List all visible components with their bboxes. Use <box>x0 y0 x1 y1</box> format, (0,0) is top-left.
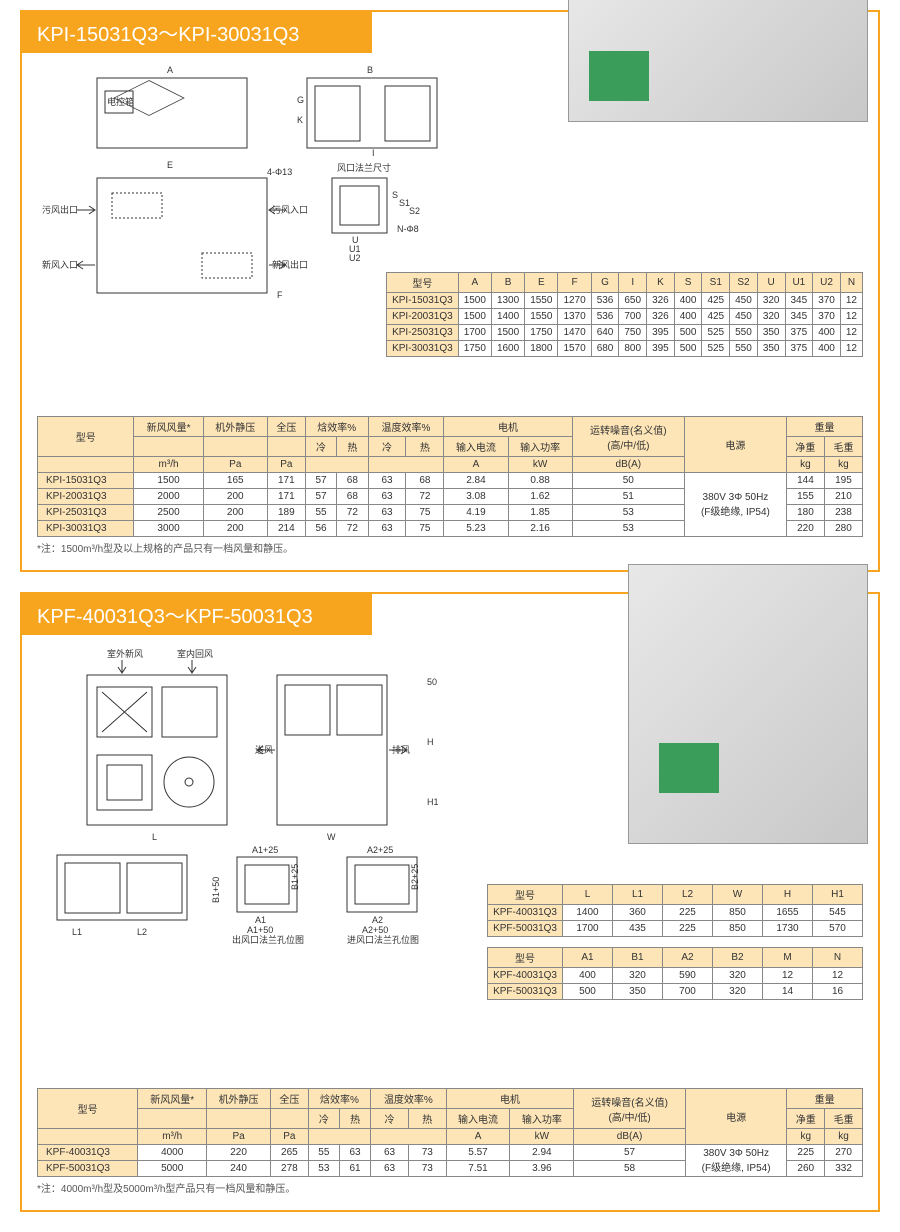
svg-text:H1: H1 <box>427 797 439 807</box>
col-model: 型号 <box>38 417 134 457</box>
svg-text:B2+25: B2+25 <box>410 864 420 890</box>
svg-text:A: A <box>167 65 173 75</box>
kpf-dim-table2: 型号A1B1A2B2MN KPF-40031Q34003205903201212… <box>487 947 863 1000</box>
svg-text:L1: L1 <box>72 927 82 937</box>
section-kpi: KPI-15031Q3～KPI-30031Q3 A 电控箱 B G K I <box>20 10 880 572</box>
svg-text:W: W <box>327 832 336 842</box>
kpf-note: *注：4000m³/h型及5000m³/h型产品只有一档风量和静压。 <box>37 1180 863 1195</box>
svg-text:进风口法兰孔位图: 进风口法兰孔位图 <box>347 934 419 945</box>
svg-text:A1+25: A1+25 <box>252 845 278 855</box>
kpf-front-view: 室外新风 室内回风 L 送风 排风 <box>37 645 477 845</box>
svg-text:4-Φ13: 4-Φ13 <box>267 167 292 177</box>
svg-text:出风口法兰孔位图: 出风口法兰孔位图 <box>232 934 304 945</box>
kpi-spec-table: 型号 新风风量* 机外静压 全压 焓效率% 温度效率% 电机 运转噪音(名义值)… <box>37 416 863 537</box>
svg-text:L: L <box>152 832 157 842</box>
kpf-bottom-flange: L1 L2 A1+25 A1 A1+50 B1+50 B1+25 出风口法兰孔位… <box>37 845 477 945</box>
svg-text:室外新风: 室外新风 <box>107 648 143 659</box>
svg-text:室内回风: 室内回风 <box>177 648 213 659</box>
svg-text:B1+25: B1+25 <box>290 864 300 890</box>
svg-text:新风入口: 新风入口 <box>42 259 78 270</box>
svg-text:B: B <box>367 65 373 75</box>
svg-text:S: S <box>392 190 398 200</box>
svg-text:U2: U2 <box>349 253 361 263</box>
kpi-note: *注：1500m³/h型及以上规格的产品只有一档风量和静压。 <box>37 540 863 555</box>
svg-text:G: G <box>297 95 304 105</box>
svg-text:E: E <box>167 160 173 170</box>
kpf-spec-table: 型号 新风风量* 机外静压 全压 焓效率% 温度效率% 电机 运转噪音(名义值)… <box>37 1088 863 1177</box>
kpf-dim-table1: 型号LL1L2WHH1 KPF-40031Q314003602258501655… <box>487 884 863 937</box>
svg-text:I: I <box>372 148 375 158</box>
kpi-top-view: A 电控箱 B G K I <box>37 63 457 158</box>
svg-text:N-Φ8: N-Φ8 <box>397 224 419 234</box>
svg-text:A2+25: A2+25 <box>367 845 393 855</box>
svg-text:A2+50: A2+50 <box>362 925 388 935</box>
svg-text:A1: A1 <box>255 915 266 925</box>
svg-text:风口法兰尺寸: 风口法兰尺寸 <box>337 162 391 173</box>
section-kpf: KPF-40031Q3～KPF-50031Q3 室外新风 室内回风 L <box>20 592 880 1212</box>
section-kpi-title: KPI-15031Q3～KPI-30031Q3 <box>22 12 372 53</box>
section-kpf-title: KPF-40031Q3～KPF-50031Q3 <box>22 594 372 635</box>
svg-text:L2: L2 <box>137 927 147 937</box>
svg-text:S2: S2 <box>409 206 420 216</box>
svg-text:H: H <box>427 737 434 747</box>
svg-text:污风出口: 污风出口 <box>42 204 78 215</box>
svg-text:F: F <box>277 290 283 300</box>
svg-text:K: K <box>297 115 303 125</box>
kpi-dim-table: 型号ABEFGIKSS1S2UU1U2N KPI-15031Q315001300… <box>386 272 863 357</box>
svg-text:A2: A2 <box>372 915 383 925</box>
svg-text:A1+50: A1+50 <box>247 925 273 935</box>
svg-text:50: 50 <box>427 677 437 687</box>
svg-text:B1+50: B1+50 <box>211 877 221 903</box>
